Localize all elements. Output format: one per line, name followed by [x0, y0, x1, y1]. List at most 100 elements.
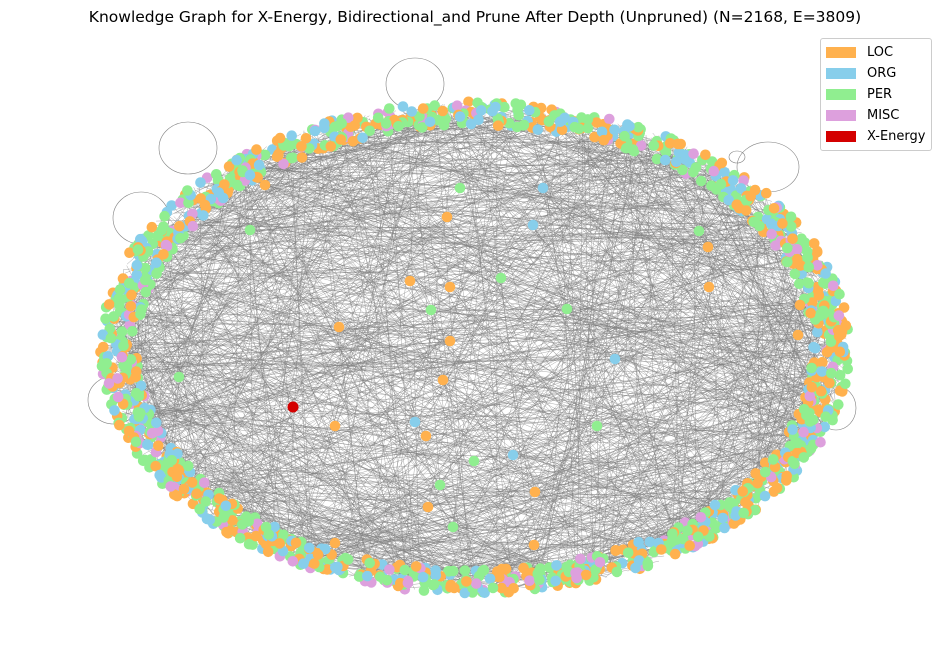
node-loc — [752, 477, 763, 489]
node-per — [842, 363, 853, 375]
node-loc — [556, 124, 568, 135]
node-loc — [529, 486, 541, 498]
node-loc — [186, 477, 198, 488]
node-loc — [171, 471, 183, 483]
node-org — [131, 259, 143, 271]
node-loc — [174, 220, 185, 232]
node-loc — [740, 205, 752, 216]
node-loc — [768, 203, 780, 214]
node-per — [667, 528, 678, 540]
node-loc — [251, 144, 262, 155]
node-per — [285, 152, 297, 164]
node-org — [644, 536, 656, 548]
node-org — [550, 575, 561, 587]
node-org — [142, 439, 153, 450]
legend-swatch-misc — [826, 110, 856, 121]
node-misc — [278, 158, 289, 170]
node-loc — [702, 241, 714, 253]
node-loc — [199, 199, 211, 211]
node-per — [804, 407, 815, 419]
legend-item-loc: LOC — [821, 42, 931, 63]
node-loc — [824, 377, 835, 389]
node-per — [818, 277, 829, 288]
node-org — [490, 101, 501, 113]
node-per — [364, 125, 376, 137]
node-loc — [444, 335, 456, 347]
node-per — [127, 326, 138, 337]
node-loc — [672, 138, 684, 150]
node-per — [237, 519, 248, 530]
node-per — [444, 566, 455, 577]
node-loc — [322, 564, 333, 575]
node-per — [200, 496, 211, 507]
node-loc — [664, 138, 676, 149]
node-org — [717, 512, 729, 524]
node-misc — [827, 280, 839, 292]
node-per — [815, 310, 826, 322]
node-org — [633, 536, 644, 548]
node-per — [805, 443, 817, 454]
node-org — [298, 558, 309, 569]
node-per — [434, 479, 446, 491]
node-per — [825, 336, 837, 348]
node-org — [537, 182, 549, 194]
node-loc — [500, 563, 512, 575]
node-loc — [731, 199, 743, 210]
node-loc — [420, 430, 432, 442]
node-loc — [589, 131, 600, 143]
node-per — [690, 162, 702, 173]
node-loc — [158, 249, 169, 260]
node-per — [447, 521, 459, 533]
node-per — [427, 579, 439, 591]
edge-bundle — [102, 103, 847, 594]
node-per — [651, 153, 663, 165]
node-org — [709, 499, 721, 511]
node-loc — [296, 141, 307, 152]
node-loc — [290, 537, 302, 549]
node-loc — [794, 299, 806, 311]
node-org — [454, 111, 466, 122]
node-per — [648, 140, 660, 151]
node-loc — [437, 105, 449, 117]
node-loc — [684, 540, 695, 551]
node-org — [479, 587, 490, 598]
node-loc — [808, 238, 820, 249]
node-per — [621, 142, 632, 154]
node-org — [330, 562, 341, 573]
node-loc — [333, 321, 345, 333]
node-per — [182, 185, 193, 196]
node-loc — [656, 544, 667, 555]
node-org — [417, 571, 429, 583]
legend-swatch-org — [826, 68, 856, 79]
node-loc — [123, 425, 135, 437]
node-org — [527, 219, 539, 231]
legend-swatch-per — [826, 89, 856, 100]
node-loc — [792, 329, 804, 341]
node-loc — [178, 483, 190, 495]
node-per — [166, 455, 178, 466]
node-per — [416, 122, 428, 133]
node-loc — [728, 518, 740, 529]
node-org — [424, 116, 436, 128]
node-per — [278, 529, 289, 541]
node-org — [630, 562, 641, 574]
node-org — [406, 106, 418, 117]
node-misc — [161, 241, 173, 252]
node-misc — [594, 557, 606, 568]
node-org — [459, 587, 471, 599]
node-loc — [834, 346, 846, 358]
node-org — [151, 417, 162, 429]
node-org — [671, 156, 682, 168]
node-per — [582, 122, 594, 134]
node-per — [534, 574, 545, 585]
node-loc — [395, 577, 406, 589]
node-per — [219, 509, 231, 520]
node-loc — [335, 134, 347, 145]
node-org — [484, 573, 496, 584]
node-org — [319, 118, 330, 129]
node-org — [532, 124, 544, 135]
node-per — [796, 233, 807, 244]
node-loc — [325, 141, 337, 152]
node-per — [834, 288, 845, 300]
node-per — [754, 220, 765, 232]
